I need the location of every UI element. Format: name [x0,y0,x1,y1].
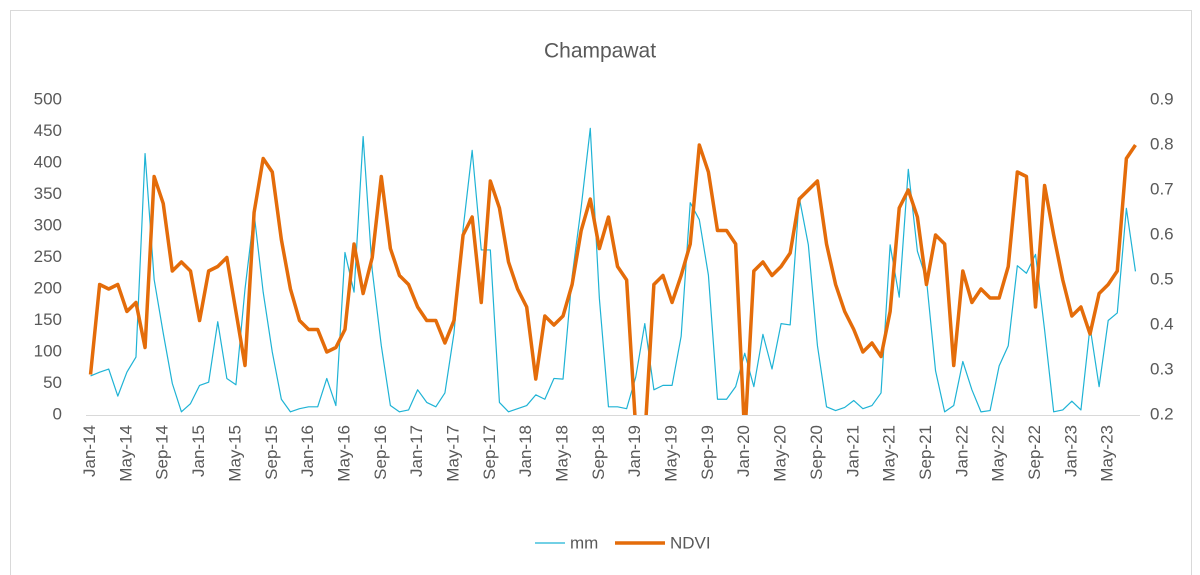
x-tick-label: May-16 [334,425,353,482]
chart-border [10,10,1192,575]
y-tick-label: 300 [34,215,62,234]
x-tick-label: May-14 [116,425,135,482]
x-tick-label: May-18 [553,425,572,482]
y-tick-label: 200 [34,278,62,297]
x-tick-label: Jan-23 [1061,425,1080,477]
y-tick-label: 500 [34,89,62,108]
legend-label: NDVI [670,533,711,552]
y-tick-label: 450 [34,121,62,140]
x-tick-label: Sep-17 [480,425,499,480]
x-tick-label: May-19 [662,425,681,482]
y-tick-label: 250 [34,247,62,266]
x-tick-label: May-21 [880,425,899,482]
legend-label: mm [570,533,598,552]
y-tick-label: 50 [43,373,62,392]
x-tick-label: Sep-15 [262,425,281,480]
y-tick-label: 0 [53,404,62,423]
y2-tick-label: 0.7 [1150,179,1174,198]
series-line [90,127,1137,413]
x-tick-label: Jan-20 [734,425,753,477]
x-tick-label: May-15 [225,425,244,482]
x-tick-label: Sep-16 [371,425,390,480]
x-tick-label: Sep-21 [916,425,935,480]
x-tick-label: Jan-15 [189,425,208,477]
y2-tick-label: 0.6 [1150,224,1174,243]
y2-tick-label: 0.8 [1150,134,1174,153]
y-tick-label: 100 [34,341,62,360]
y2-tick-label: 0.2 [1150,404,1174,423]
x-tick-label: Sep-19 [698,425,717,480]
y-tick-label: 150 [34,310,62,329]
y2-tick-label: 0.4 [1150,314,1174,333]
x-tick-label: Sep-22 [1025,425,1044,480]
x-tick-label: Jan-17 [407,425,426,477]
x-tick-label: Sep-14 [153,425,172,480]
x-tick-label: Jan-16 [298,425,317,477]
x-tick-label: Jan-19 [625,425,644,477]
x-tick-label: Sep-18 [589,425,608,480]
y-tick-label: 400 [34,152,62,171]
x-tick-label: Jan-22 [952,425,971,477]
x-tick-label: May-20 [771,425,790,482]
y-tick-label: 350 [34,184,62,203]
y2-tick-label: 0.5 [1150,269,1174,288]
x-tick-label: Jan-14 [80,425,99,477]
x-tick-label: Sep-20 [807,425,826,480]
x-tick-label: May-17 [443,425,462,482]
x-tick-label: May-23 [1098,425,1117,482]
y2-tick-label: 0.3 [1150,359,1174,378]
y2-tick-label: 0.9 [1150,89,1174,108]
x-tick-label: Jan-21 [843,425,862,477]
chart-title: Champawat [544,40,656,63]
x-tick-label: Jan-18 [516,425,535,477]
x-tick-label: May-22 [989,425,1008,482]
series-line [88,143,1137,415]
